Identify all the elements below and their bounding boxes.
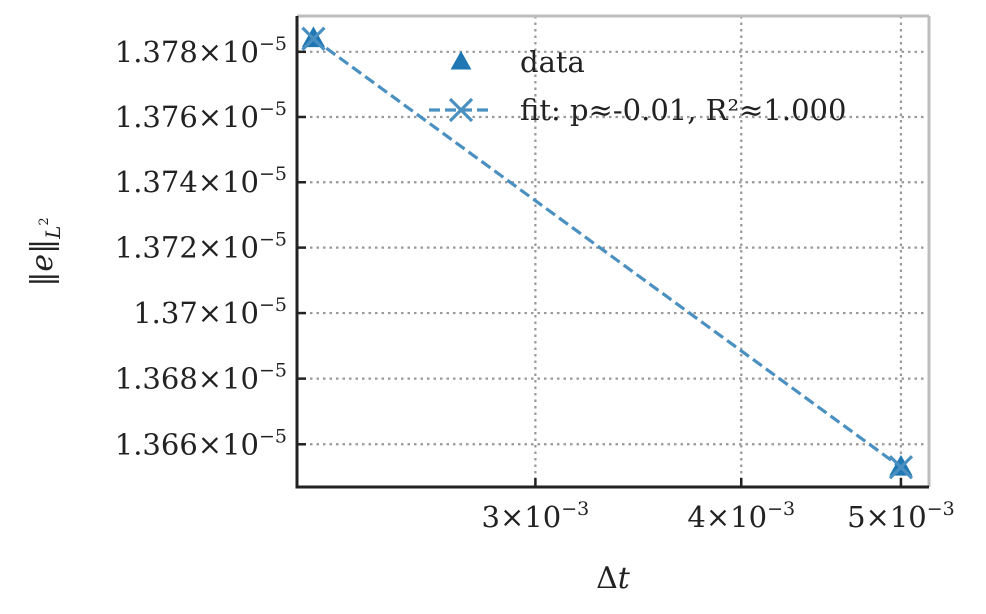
y-tick-label: 1.368×10−5 <box>115 360 287 396</box>
legend-x-marker <box>448 97 474 123</box>
legend-entry-label: fit: p≈-0.01, R²≈1.000 <box>520 93 846 127</box>
x-axis-label: Δt <box>596 561 631 596</box>
legend: data fit: p≈-0.01, R²≈1.000 <box>429 45 846 127</box>
y-tick-label: 1.372×10−5 <box>115 229 287 265</box>
y-tick-label: 1.37×10−5 <box>133 294 287 330</box>
legend-triangle-marker <box>450 50 472 70</box>
plot-area <box>301 26 914 480</box>
x-tick-label: 3×10−3 <box>482 498 590 534</box>
svg-text:‖e‖L2: ‖e‖L2 <box>25 217 65 286</box>
axes-frame <box>295 14 931 489</box>
x-tick-label: 4×10−3 <box>687 498 795 534</box>
grid <box>297 16 929 487</box>
fit-line <box>312 37 902 469</box>
y-tick-label: 1.366×10−5 <box>115 425 287 461</box>
y-tick-label: 1.376×10−5 <box>115 98 287 134</box>
y-axis-label: ‖e‖L2 <box>25 217 65 286</box>
ticks: 3×10−3 4×10−3 5×10−3 1.366×10−5 1.368×10−5 1.… <box>115 33 955 534</box>
y-tick-label: 1.378×10−5 <box>115 33 287 69</box>
y-tick-label: 1.374×10−5 <box>115 163 287 199</box>
fit-point <box>888 455 914 480</box>
x-tick-label: 5×10−3 <box>847 498 955 534</box>
fit-point <box>301 26 326 51</box>
legend-entry-label: data <box>520 45 585 79</box>
